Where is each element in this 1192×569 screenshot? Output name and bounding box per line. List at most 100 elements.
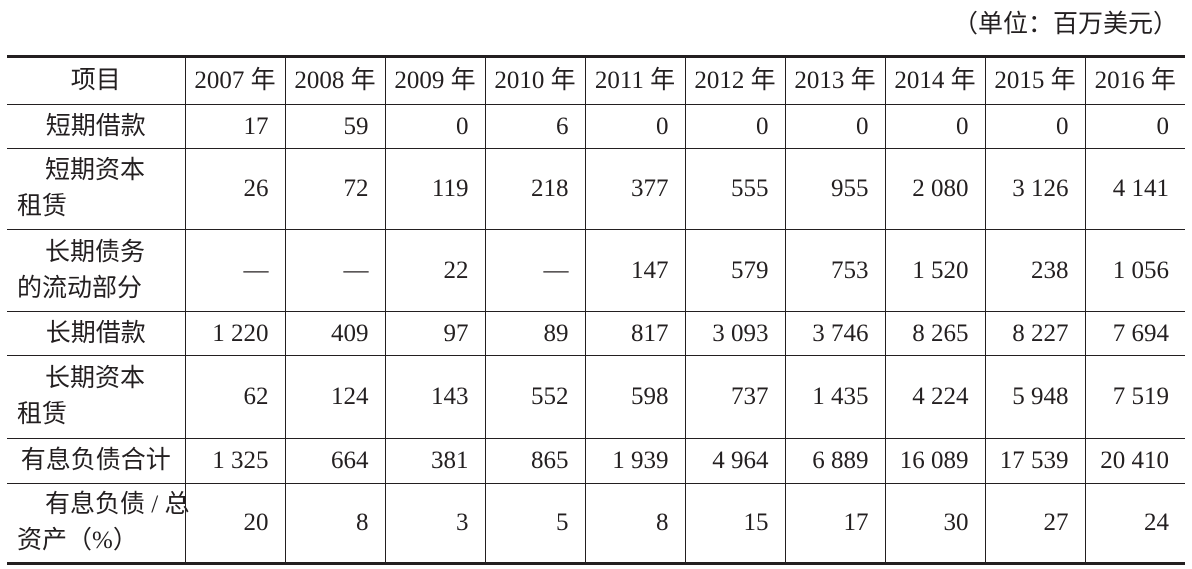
table-cell: 3 746: [784, 311, 886, 356]
table-cell: 0: [884, 104, 986, 149]
table-cell: —: [484, 229, 586, 312]
table-cell: 16 089: [884, 438, 986, 484]
table-cell: 4 964: [684, 438, 786, 484]
row-label-line: 有息负债合计: [20, 447, 171, 474]
table-cell: 20 410: [1084, 438, 1185, 484]
table-cell: —: [284, 229, 386, 312]
row-label-line: 长期资本: [45, 365, 146, 392]
table-cell: 3: [384, 483, 486, 564]
table-cell: 1 520: [884, 229, 986, 312]
header-cell: 2009 年: [384, 56, 486, 105]
table-cell: 24: [1084, 483, 1185, 564]
table-cell: 17: [784, 483, 886, 564]
table-cell: 598: [584, 355, 686, 439]
table-cell: 0: [1084, 104, 1185, 149]
table-cell: 26: [184, 148, 286, 230]
table-cell: 62: [184, 355, 286, 439]
table-cell: 8 265: [884, 311, 986, 356]
table-cell: 409: [284, 311, 386, 356]
table-cell: 3 093: [684, 311, 786, 356]
table-cell: 17 539: [984, 438, 1086, 484]
table-cell: —: [184, 229, 286, 312]
table-cell: 1 325: [184, 438, 286, 484]
row-label-line: 资产（%）: [17, 527, 138, 554]
table-cell: 6: [484, 104, 586, 149]
table-cell: 377: [584, 148, 686, 230]
row-label: 长期资本租赁: [7, 355, 186, 439]
header-cell: 2011 年: [584, 56, 686, 105]
table-cell: 381: [384, 438, 486, 484]
table-cell: 2 080: [884, 148, 986, 230]
table-cell: 4 224: [884, 355, 986, 439]
table-cell: 238: [984, 229, 1086, 312]
header-cell: 2008 年: [284, 56, 386, 105]
row-label: 有息负债合计: [7, 438, 186, 484]
table-cell: 664: [284, 438, 386, 484]
table-cell: 7 694: [1084, 311, 1185, 356]
table-row: 有息负债 / 总资产（%） 20 8 3 5 8 15 17 30 27 24: [7, 483, 1185, 564]
header-cell: 2010 年: [484, 56, 586, 105]
header-row: 项目 2007 年 2008 年 2009 年 2010 年 2011 年 2012 年 20…: [7, 56, 1185, 105]
row-label-line: 租赁: [17, 193, 68, 220]
row-label-line: 短期借款: [45, 112, 146, 140]
unit-note: （单位：百万美元）: [952, 11, 1178, 38]
header-cell: 2016 年: [1084, 56, 1185, 105]
table-row: 长期资本 租赁 62 124 143 552 598 737 1 435 4 224 5 948 7 …: [7, 355, 1185, 439]
row-label: 短期借款: [7, 104, 186, 149]
table-cell: 5 948: [984, 355, 1086, 439]
table-cell: 1 939: [584, 438, 686, 484]
table-cell: 579: [684, 229, 786, 312]
table-row: 短期借款 17 59 0 6 0 0 0 0 0 0: [7, 104, 1185, 149]
data-table: 项目 2007 年 2008 年 2009 年 2010 年 2011 年 2012 年 20…: [7, 55, 1185, 565]
row-label-line: 租赁: [17, 401, 68, 428]
table-cell: 89: [484, 311, 586, 356]
header-cell: 2015 年: [984, 56, 1086, 105]
table-cell: 8: [584, 483, 686, 564]
table-cell: 218: [484, 148, 586, 230]
table-cell: 0: [584, 104, 686, 149]
table-cell: 8: [284, 483, 386, 564]
table-cell: 59: [284, 104, 386, 149]
table-cell: 1 056: [1084, 229, 1185, 312]
table-cell: 4 141: [1084, 148, 1185, 230]
row-label-line: 有息负债 / 总: [45, 491, 190, 518]
header-cell: 2012 年: [684, 56, 786, 105]
table-cell: 817: [584, 311, 686, 356]
table-row: 长期借款 1 220 409 97 89 817 3 093 3 746 8 265 8 227 7…: [7, 311, 1185, 356]
table-cell: 753: [784, 229, 886, 312]
row-label: 有息负债 / 总资产（%）: [7, 483, 190, 564]
row-label-line: 的流动部分: [17, 274, 143, 302]
row-label-line: 长期借款: [45, 319, 146, 347]
table-row: 长期债务 的流动部分 — —22—147 579 753 1 520 238 1 056: [7, 229, 1185, 312]
row-label-line: 短期资本: [45, 157, 146, 184]
table-cell: 72: [284, 148, 386, 230]
table-cell: 1 220: [184, 311, 286, 356]
table-cell: 0: [784, 104, 886, 149]
row-label: 长期借款: [7, 311, 186, 356]
table-cell: 20: [184, 483, 286, 564]
table-cell: 7 519: [1084, 355, 1185, 439]
table-cell: 17: [184, 104, 286, 149]
table-cell: 30: [884, 483, 986, 564]
table-cell: 119: [384, 148, 486, 230]
table-cell: 5: [484, 483, 586, 564]
table-cell: 552: [484, 355, 586, 439]
table-cell: 3 126: [984, 148, 1086, 230]
table-cell: 15: [684, 483, 786, 564]
table-cell: 147: [584, 229, 686, 312]
table-cell: 97: [384, 311, 486, 356]
table-cell: 143: [384, 355, 486, 439]
table-cell: 737: [684, 355, 786, 439]
table-row: 短期资本 租赁 26 72 119 218 377 555 955 2 080 3 126 4 141: [7, 148, 1185, 230]
table-cell: 22: [384, 229, 486, 312]
header-cell: 项目: [7, 56, 186, 105]
header-cell: 2013 年: [784, 56, 886, 105]
row-label: 短期资本租赁: [7, 148, 186, 230]
table-cell: 865: [484, 438, 586, 484]
table-row: 有息负债合计 1 325 664 381 865 1 939 4 964 6 889 16 08…: [7, 438, 1185, 484]
table-cell: 124: [284, 355, 386, 439]
table-cell: 27: [984, 483, 1086, 564]
table-cell: 1 435: [784, 355, 886, 439]
row-label: 长期债务 的流动部分: [7, 229, 186, 312]
